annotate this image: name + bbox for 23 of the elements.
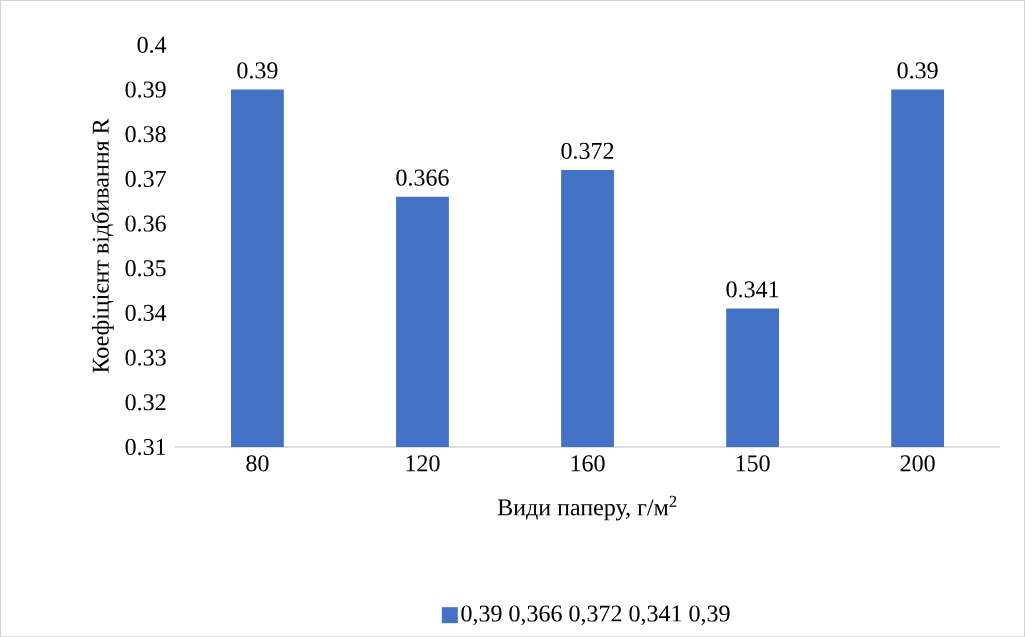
y-tick-label: 0.36 [125, 215, 166, 232]
y-tick-label: 0.4 [137, 36, 167, 54]
x-tick-label: 200 [900, 455, 935, 472]
y-tick-label: 0.33 [125, 349, 166, 366]
y-tick-label: 0.34 [125, 304, 167, 322]
data-label: 0.39 [897, 62, 938, 79]
data-label: 0.39 [237, 62, 278, 79]
x-axis-title: Види паперу, г/м$^{2}$ [497, 495, 677, 521]
y-tick-label: 0.38 [125, 126, 166, 143]
legend-label: 0,39 0,366 0,372 0,341 0,39 [461, 605, 730, 626]
data-label: 0.366 [396, 169, 449, 186]
y-tick-label: 0.37 [125, 170, 166, 188]
y-tick-label: 0.31 [125, 438, 166, 456]
x-tick-label: 160 [571, 455, 605, 472]
y-tick-label: 0.32 [125, 394, 166, 411]
y-tick-label: 0.39 [125, 81, 166, 98]
y-axis-title: Коефіцієнт відбивання R [91, 118, 114, 373]
data-label: 0.372 [561, 142, 614, 160]
y-tick-label: 0.35 [125, 260, 166, 277]
x-tick-label: 80 [246, 455, 269, 472]
data-label: 0.341 [726, 281, 779, 298]
x-tick-label: 150 [736, 455, 770, 472]
x-tick-label: 120 [406, 455, 440, 472]
